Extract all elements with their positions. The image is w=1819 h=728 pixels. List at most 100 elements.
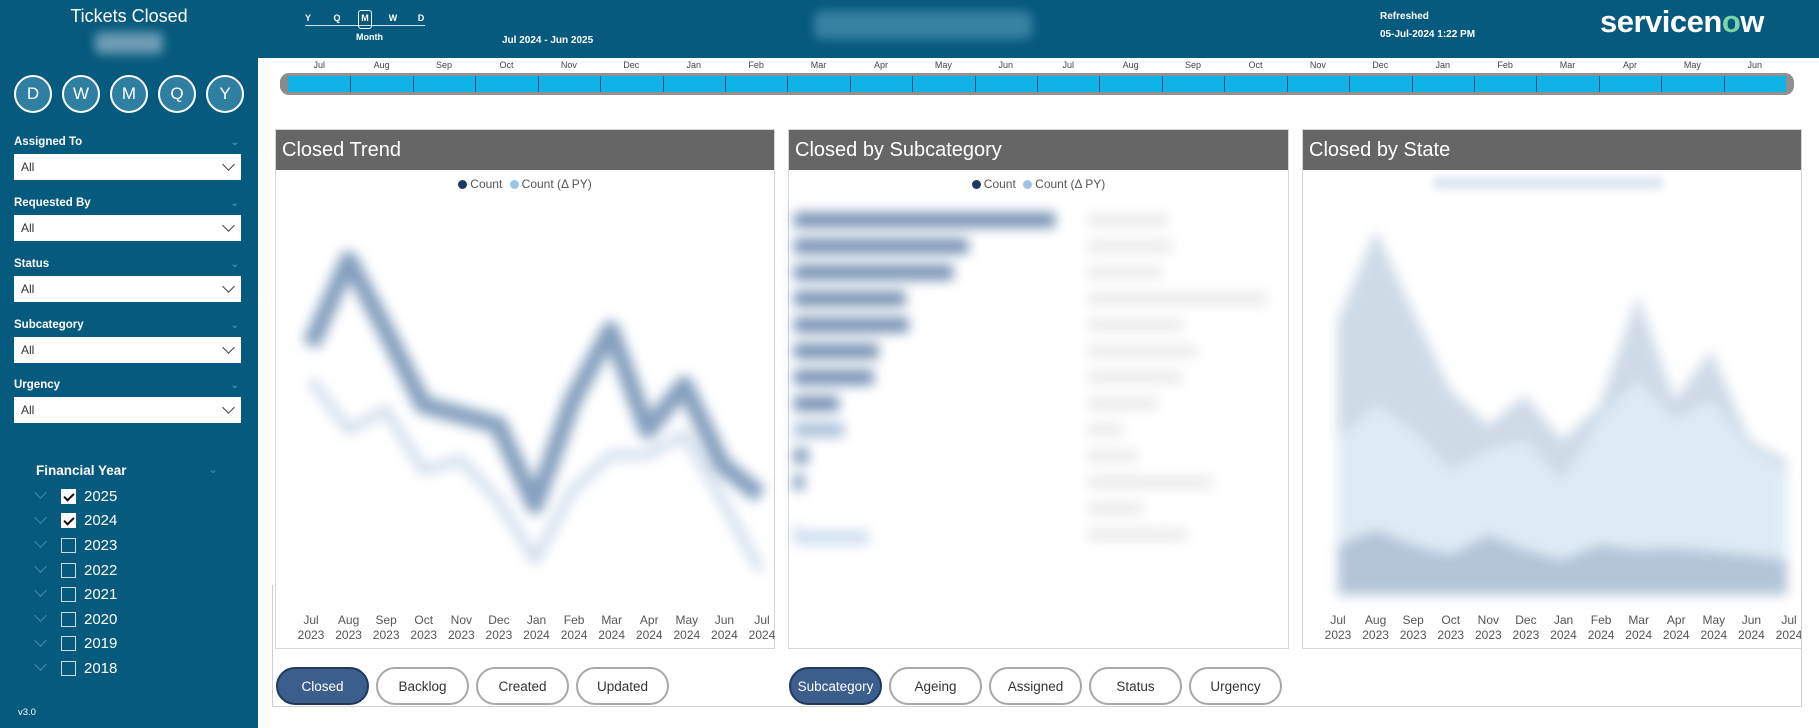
hierarchy-level-quarter[interactable]: Q bbox=[333, 13, 341, 23]
x-axis-labels: Jul 2023 Aug 2023 Sep 2023 Oct 2023 Nov 2023 Dec 20… bbox=[1303, 613, 1803, 647]
timeline-segment-divider bbox=[724, 76, 726, 92]
filter-label: Subcategory bbox=[14, 319, 84, 331]
timeline-month-label: Mar bbox=[810, 60, 827, 70]
checkbox[interactable] bbox=[61, 611, 76, 627]
hierarchy-level-month[interactable]: M bbox=[361, 13, 369, 23]
financial-year-label: 2024 bbox=[84, 512, 118, 530]
legend-item[interactable]: Count (Δ PY) bbox=[1023, 177, 1105, 191]
assigned-button[interactable]: Assigned bbox=[989, 667, 1082, 705]
bar bbox=[793, 264, 954, 280]
ageing-button[interactable]: Ageing bbox=[889, 667, 982, 705]
financial-year-item[interactable]: 2021 bbox=[34, 582, 117, 607]
dropdown-value: All bbox=[21, 343, 35, 357]
period-button-month[interactable]: M bbox=[110, 75, 148, 113]
timeline-month-label: Mar bbox=[1559, 60, 1576, 70]
timeline-track[interactable] bbox=[280, 73, 1794, 95]
expand-chevron-icon[interactable] bbox=[34, 609, 47, 622]
timeline-selected-range[interactable] bbox=[288, 76, 1786, 92]
checkbox[interactable] bbox=[61, 587, 76, 603]
requested-by-dropdown[interactable]: All bbox=[14, 215, 241, 241]
checkbox[interactable] bbox=[61, 537, 76, 553]
expand-chevron-icon[interactable] bbox=[34, 633, 47, 647]
expand-chevron-icon[interactable] bbox=[34, 510, 47, 524]
tick-month: Aug bbox=[1364, 613, 1387, 627]
legend-item[interactable]: Count bbox=[458, 177, 502, 191]
filter-status: Status ⌄ All bbox=[14, 256, 241, 302]
filter-label: Requested By bbox=[14, 197, 91, 209]
bar-label-blur bbox=[1087, 371, 1183, 383]
period-button-year[interactable]: Y bbox=[206, 75, 244, 113]
filter-label: Assigned To bbox=[14, 136, 83, 148]
checkbox[interactable] bbox=[61, 513, 76, 529]
chart-legend: Count Count (Δ PY) bbox=[789, 177, 1288, 192]
hierarchy-level-year[interactable]: Y bbox=[304, 13, 311, 23]
status-dropdown[interactable]: All bbox=[14, 276, 241, 302]
hierarchy-level-week[interactable]: W bbox=[388, 13, 398, 23]
assigned-to-dropdown[interactable]: All bbox=[14, 154, 241, 180]
status-button[interactable]: Status bbox=[1089, 667, 1182, 705]
chevron-down-icon[interactable]: ⌄ bbox=[230, 137, 239, 148]
bar bbox=[793, 343, 879, 359]
checkbox[interactable] bbox=[61, 660, 76, 676]
tick-month: Jun bbox=[1741, 613, 1762, 627]
tick-month: Apr bbox=[639, 613, 659, 627]
tick-year: 2023 bbox=[410, 628, 438, 642]
panel-title: Closed by Subcategory bbox=[789, 130, 1288, 170]
filter-urgency: Urgency ⌄ All bbox=[14, 377, 241, 423]
hierarchy-level-day[interactable]: D bbox=[417, 13, 425, 23]
date-hierarchy-slicer[interactable]: Y Q M W D Month bbox=[300, 10, 430, 42]
checkbox[interactable] bbox=[61, 636, 76, 652]
financial-year-item[interactable]: 2019 bbox=[34, 632, 117, 657]
subcategory-button[interactable]: Subcategory bbox=[789, 667, 882, 705]
created-button[interactable]: Created bbox=[476, 667, 569, 705]
timeline-segment-divider bbox=[537, 76, 539, 92]
expand-chevron-icon[interactable] bbox=[34, 584, 47, 598]
legend-item[interactable]: Count (Δ PY) bbox=[509, 177, 592, 191]
timeline-slicer[interactable]: Jul Aug Sep Oct Nov Dec Jan Feb Mar Apr May Jun Jul A… bbox=[280, 60, 1794, 96]
filter-label: Status bbox=[14, 258, 50, 270]
expand-chevron-icon[interactable] bbox=[34, 535, 47, 549]
financial-year-item[interactable]: 2022 bbox=[34, 558, 117, 583]
chevron-down-icon[interactable]: ⌄ bbox=[230, 320, 239, 331]
expand-chevron-icon[interactable] bbox=[34, 658, 47, 672]
financial-year-item[interactable]: 2023 bbox=[34, 533, 117, 558]
legend-dot-icon bbox=[509, 179, 519, 189]
closed-button[interactable]: Closed bbox=[276, 667, 369, 705]
urgency-button[interactable]: Urgency bbox=[1189, 667, 1282, 705]
chevron-down-icon[interactable]: ⌄ bbox=[230, 198, 239, 209]
period-button-day[interactable]: D bbox=[14, 75, 52, 113]
updated-button[interactable]: Updated bbox=[576, 667, 669, 705]
financial-year-item[interactable]: 2020 bbox=[34, 607, 117, 632]
timeline-month-label: Apr bbox=[873, 60, 888, 70]
backlog-button[interactable]: Backlog bbox=[376, 667, 469, 705]
urgency-dropdown[interactable]: All bbox=[14, 397, 241, 423]
chevron-down-icon[interactable]: ⌄ bbox=[230, 380, 239, 391]
financial-year-title: Financial Year bbox=[36, 463, 127, 478]
expand-chevron-icon[interactable] bbox=[34, 486, 47, 499]
hierarchy-selection-marker bbox=[358, 10, 372, 29]
x-axis-tick-label: Jan 2024 bbox=[517, 613, 557, 643]
timeline-month-label: Jan bbox=[686, 60, 701, 70]
checkbox[interactable] bbox=[61, 562, 76, 578]
chevron-down-icon bbox=[222, 219, 235, 232]
chevron-down-icon[interactable]: ⌄ bbox=[208, 462, 219, 476]
x-axis-tick-label: Mar 2024 bbox=[592, 613, 632, 643]
financial-year-item[interactable]: 2025 bbox=[34, 484, 117, 509]
tick-month: Jul bbox=[303, 613, 319, 627]
bar-label-blur bbox=[1087, 345, 1198, 357]
financial-year-item[interactable]: 2024 bbox=[34, 509, 118, 534]
timeline-handle-left[interactable] bbox=[280, 76, 288, 92]
period-button-week[interactable]: W bbox=[62, 75, 100, 113]
timeline-month-label: Feb bbox=[1497, 60, 1513, 70]
chevron-down-icon[interactable]: ⌄ bbox=[230, 259, 239, 270]
tick-year: 2024 bbox=[1662, 628, 1690, 642]
chevron-down-icon bbox=[222, 341, 235, 354]
financial-year-item[interactable]: 2018 bbox=[34, 656, 117, 681]
timeline-segment-divider bbox=[912, 76, 914, 92]
subcategory-dropdown[interactable]: All bbox=[14, 337, 241, 363]
expand-chevron-icon[interactable] bbox=[34, 559, 47, 573]
period-button-quarter[interactable]: Q bbox=[158, 75, 196, 113]
checkbox[interactable] bbox=[61, 488, 76, 504]
legend-item[interactable]: Count bbox=[971, 177, 1016, 191]
